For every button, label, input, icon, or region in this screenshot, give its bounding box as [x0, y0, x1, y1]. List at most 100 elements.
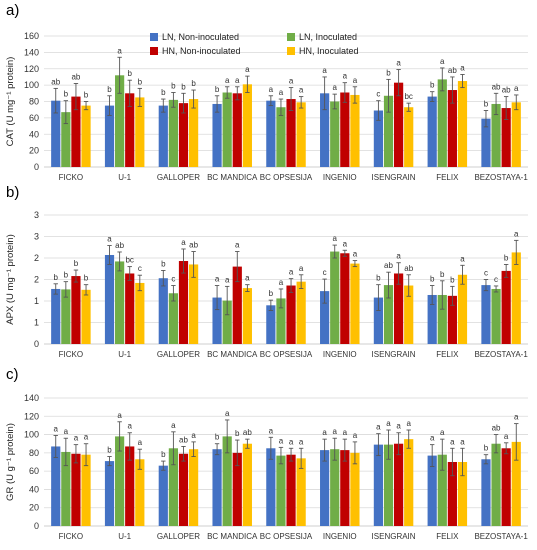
significance-letter: b: [84, 91, 89, 100]
bar-hn-inoculated: [135, 97, 145, 167]
y-axis-label: GR (U g⁻¹ protein): [5, 423, 16, 501]
significance-letter: a: [171, 421, 176, 430]
bar-ln-inoculated: [222, 92, 232, 167]
significance-letter: c: [494, 275, 498, 284]
significance-letter: a: [440, 428, 445, 437]
significance-letter: b: [191, 79, 196, 88]
bar-ln-inoculated: [383, 95, 394, 167]
bar-ln-non-inoculated: [320, 291, 330, 344]
significance-letter: a: [181, 238, 186, 247]
x-category-label: BC OPSESIJA: [260, 350, 313, 359]
bar-ln-non-inoculated: [51, 288, 61, 344]
significance-letter: ab: [51, 77, 60, 86]
significance-letter: a: [406, 419, 411, 428]
x-category-label: INGENIO: [323, 532, 357, 541]
bar-ln-inoculated: [168, 448, 178, 526]
bar-hn-non-inoculated: [501, 270, 511, 344]
y-tick-label: 40: [29, 129, 39, 139]
y-tick-label: 3: [34, 210, 39, 220]
significance-letter: b: [107, 85, 112, 94]
significance-letter: b: [161, 450, 166, 459]
bar-hn-non-inoculated: [71, 96, 81, 167]
significance-letter: b: [484, 444, 489, 453]
significance-letter: a: [343, 72, 348, 81]
significance-letter: a: [396, 252, 401, 261]
significance-letter: b: [138, 77, 143, 86]
y-tick-label: 2: [34, 275, 39, 285]
significance-letter: ab: [189, 241, 198, 250]
bar-hn-inoculated: [296, 458, 306, 526]
significance-letter: a: [299, 437, 304, 446]
legend-entry: LN, Inoculated: [299, 32, 357, 42]
bar-ln-non-inoculated: [158, 465, 168, 526]
significance-letter: a: [376, 423, 381, 432]
x-category-label: BEZOSTAYA-1: [474, 350, 528, 359]
significance-letter: a: [333, 234, 338, 243]
x-category-label: FELIX: [436, 350, 459, 359]
legend-swatch: [287, 33, 295, 41]
significance-letter: a: [279, 278, 284, 287]
significance-letter: c: [323, 268, 327, 277]
significance-letter: a: [396, 422, 401, 431]
bar-ln-inoculated: [115, 75, 125, 167]
significance-letter: a: [440, 57, 445, 66]
significance-letter: b: [64, 90, 69, 99]
significance-letter: ab: [384, 261, 393, 270]
significance-letter: a: [386, 419, 391, 428]
bar-ln-inoculated: [383, 444, 394, 526]
significance-letter: a: [299, 86, 304, 95]
significance-letter: ab: [502, 86, 511, 95]
y-tick-label: 20: [29, 146, 39, 156]
significance-letter: b: [215, 85, 220, 94]
bar-hn-non-inoculated: [340, 450, 350, 526]
bar-hn-inoculated: [135, 282, 145, 344]
significance-letter: a: [396, 59, 401, 68]
legend: LN, Non-inoculated LN, Inoculated HN, Non-…: [150, 32, 359, 56]
significance-letter: ab: [179, 435, 188, 444]
x-category-label: ISENGRAIN: [372, 532, 416, 541]
bar-hn-non-inoculated: [232, 93, 242, 167]
significance-letter: b: [450, 275, 455, 284]
significance-letter: ab: [243, 428, 252, 437]
y-axis-label: APX (U mg⁻¹ protein): [5, 234, 16, 325]
x-category-label: FICKO: [59, 173, 83, 182]
bar-hn-non-inoculated: [178, 453, 189, 526]
significance-letter: a: [322, 66, 327, 75]
bar-ln-inoculated: [115, 436, 125, 526]
bar-ln-inoculated: [115, 261, 125, 344]
significance-letter: a: [54, 424, 59, 433]
significance-letter: a: [460, 63, 465, 72]
legend-entry: HN, Non-inoculated: [162, 46, 241, 56]
x-category-label: ISENGRAIN: [372, 173, 416, 182]
significance-letter: b: [504, 253, 509, 262]
significance-letter: a: [117, 411, 122, 420]
bar-ln-non-inoculated: [427, 96, 437, 167]
significance-letter: c: [484, 269, 488, 278]
significance-letter: a: [235, 241, 240, 250]
bar-hn-inoculated: [81, 454, 91, 526]
significance-letter: a: [269, 426, 274, 435]
bar-ln-inoculated: [437, 79, 447, 167]
bar-hn-non-inoculated: [394, 273, 404, 344]
significance-letter: a: [353, 431, 358, 440]
bar-ln-non-inoculated: [51, 446, 61, 526]
panel-label: c): [6, 366, 19, 383]
bar-hn-inoculated: [188, 264, 199, 344]
significance-letter: a: [289, 437, 294, 446]
significance-letter: ab: [71, 72, 80, 81]
y-tick-label: 1: [34, 296, 39, 306]
significance-letter: a: [117, 46, 122, 55]
significance-letter: a: [279, 436, 284, 445]
significance-letter: a: [333, 427, 338, 436]
significance-letter: a: [343, 239, 348, 248]
bar-ln-inoculated: [491, 443, 501, 526]
bar-ln-non-inoculated: [104, 254, 115, 344]
x-category-label: BC OPSESIJA: [260, 532, 313, 541]
bar-hn-inoculated: [188, 99, 199, 167]
bar-hn-non-inoculated: [286, 454, 296, 526]
significance-letter: b: [161, 88, 166, 97]
bar-hn-inoculated: [188, 449, 199, 526]
bar-ln-non-inoculated: [373, 297, 384, 344]
x-category-label: U-1: [118, 350, 131, 359]
